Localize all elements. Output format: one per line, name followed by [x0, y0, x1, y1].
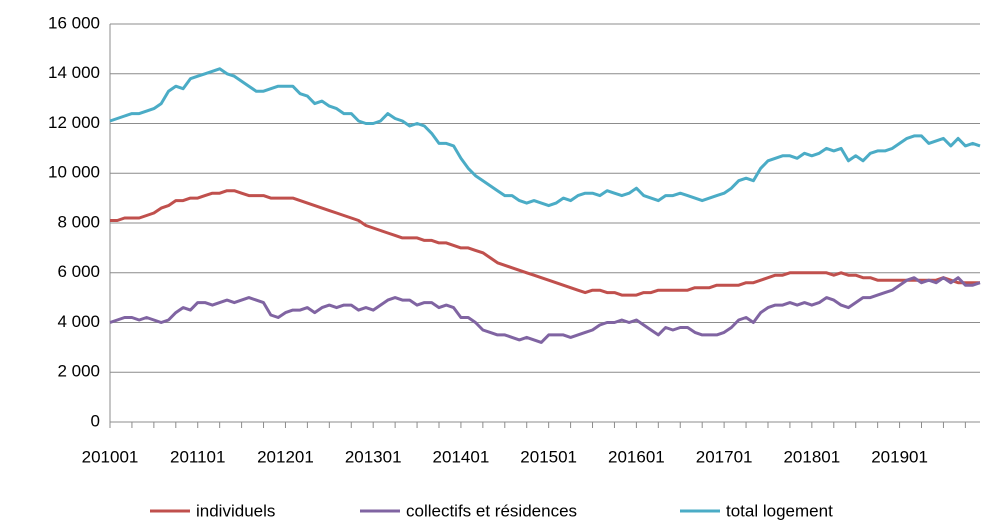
y-tick-label: 16 000 — [48, 13, 100, 32]
series-line — [110, 189, 980, 297]
y-tick-label: 10 000 — [48, 163, 100, 182]
x-tick-label: 201901 — [871, 447, 928, 466]
y-tick-label: 2 000 — [57, 362, 100, 381]
x-tick-label: 201601 — [608, 447, 665, 466]
x-tick-label: 201201 — [257, 447, 314, 466]
legend-label: individuels — [196, 501, 275, 520]
legend-label: total logement — [726, 501, 833, 520]
series-line — [109, 67, 981, 208]
x-tick-label: 201701 — [696, 447, 753, 466]
series-line — [109, 276, 981, 344]
x-tick-label: 201501 — [520, 447, 577, 466]
legend-label: collectifs et résidences — [406, 501, 577, 520]
x-tick-label: 201001 — [82, 447, 139, 466]
x-tick-label: 201101 — [170, 447, 225, 466]
y-tick-label: 0 — [91, 411, 100, 430]
x-tick-label: 201801 — [783, 447, 840, 466]
y-tick-label: 14 000 — [48, 63, 100, 82]
x-tick-label: 201301 — [345, 447, 402, 466]
y-tick-label: 6 000 — [57, 262, 100, 281]
x-tick-label: 201401 — [433, 447, 490, 466]
y-tick-label: 4 000 — [57, 312, 100, 331]
y-tick-label: 12 000 — [48, 113, 100, 132]
y-tick-label: 8 000 — [57, 212, 100, 231]
